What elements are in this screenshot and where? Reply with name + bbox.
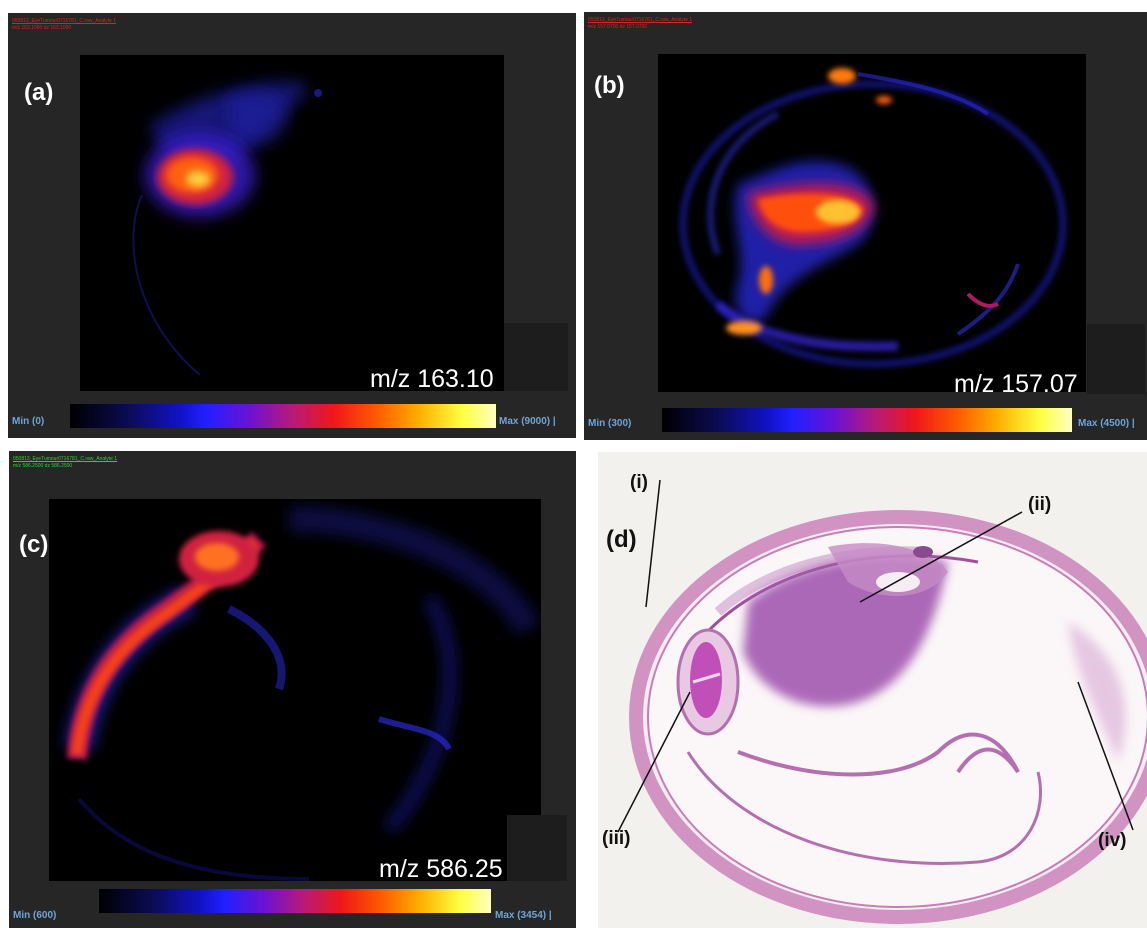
annotation-ii: (ii) (1028, 494, 1052, 515)
mz-label: m/z 586.25 (379, 855, 503, 883)
panel-header: 050813_EyeTumour0716781_C.raw_Analyte 1 … (13, 456, 118, 469)
panel-tag: (a) (24, 79, 54, 106)
colorbar (662, 408, 1072, 432)
colorbar-min-label: Min (300) (588, 418, 632, 429)
colorbar (70, 404, 496, 428)
colorbar-min-label: Min (0) (12, 416, 45, 427)
corner-block (1087, 324, 1145, 394)
corner-block (504, 323, 568, 391)
ion-image-a (80, 55, 504, 391)
annotation-iii: (iii) (602, 828, 631, 849)
colorbar-min-label: Min (600) (13, 910, 57, 921)
ion-image-b (658, 54, 1086, 392)
ion-image-c (49, 499, 541, 881)
panel-tag: (b) (594, 72, 625, 99)
annotation-iv: (iv) (1098, 830, 1127, 851)
msi-panel-a: 050813_EyeTumour0716781_C.raw_Analyte 1 … (8, 13, 576, 438)
colorbar-max-label: Max (3454) | (495, 910, 552, 921)
histology-panel-d: (d) (i) (ii) (iii) (iv) (598, 452, 1147, 928)
msi-panel-c: 050813_EyeTumour0716781_C.raw_Analyte 1 … (9, 451, 576, 928)
msi-panel-b: 050813_EyeTumour0716781_C.raw_Analyte 1 … (584, 12, 1147, 440)
corner-block (507, 815, 567, 881)
panel-tag: (c) (19, 531, 49, 558)
mz-label: m/z 163.10 (370, 365, 494, 393)
annotation-i: (i) (630, 472, 648, 493)
colorbar-max-label: Max (9000) | (499, 416, 556, 427)
colorbar-max-label: Max (4500) | (1078, 418, 1135, 429)
histology-image (617, 479, 1147, 924)
panel-tag: (d) (606, 526, 637, 553)
panel-header: 050813_EyeTumour0716781_C.raw_Analyte 1 … (588, 17, 693, 30)
mz-label: m/z 157.07 (954, 370, 1078, 398)
colorbar (99, 889, 491, 913)
panel-header: 050813_EyeTumour0716781_C.raw_Analyte 1 … (12, 18, 117, 31)
